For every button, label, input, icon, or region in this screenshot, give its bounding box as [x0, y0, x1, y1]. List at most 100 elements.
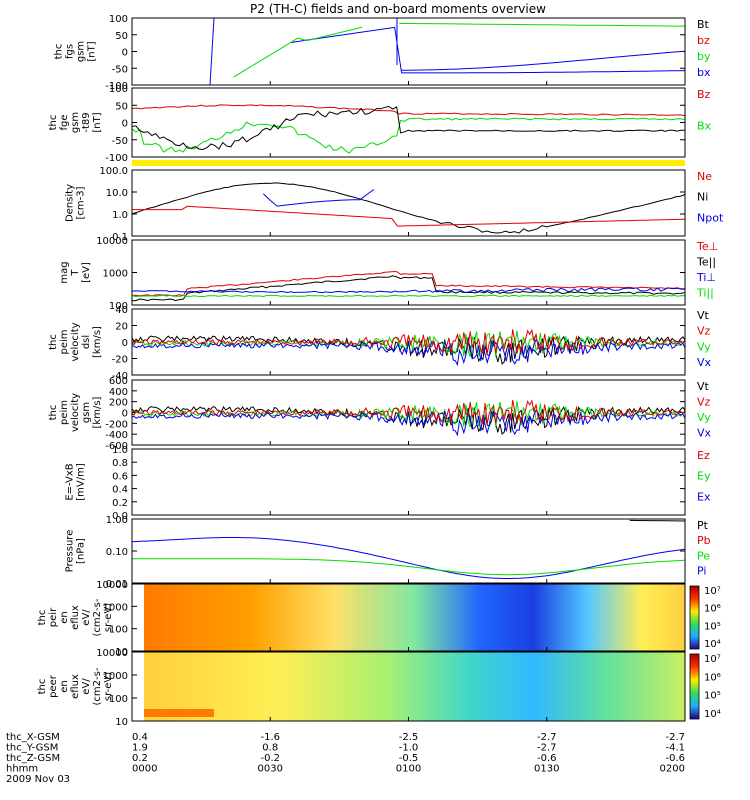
- panel-pressure: 1.00 0.10 0.01 Pressure [nPa] Pt Pb Pe Pi: [65, 515, 711, 590]
- series-Te-para: [132, 275, 686, 302]
- series-Ni: [131, 182, 686, 234]
- series-Bz: [131, 104, 686, 117]
- y-axis-label: peim: [59, 329, 70, 354]
- y-axis-label: thc: [48, 334, 59, 350]
- y-axis-label: [nPa]: [76, 538, 87, 564]
- legend-Pb: Pb: [697, 534, 711, 547]
- y-axis-label: eV/: [81, 609, 92, 626]
- y-axis-label: peir: [48, 607, 59, 627]
- y-tick-label: -200: [105, 419, 128, 430]
- y-axis-label: Pressure: [65, 530, 76, 573]
- panel-efield: 1.0 0.8 0.6 0.4 0.2 0.0 E=-VxB [mV/m] Ez Ey Ex: [65, 445, 711, 522]
- x-tick-value: 0.4: [132, 732, 148, 743]
- x-tick-value: 0200: [660, 764, 685, 775]
- y-axis-label: en: [59, 611, 70, 624]
- x-tick-value: 0000: [132, 764, 157, 775]
- series-bx: [401, 50, 686, 71]
- y-axis-label: [cm-3]: [76, 186, 87, 219]
- y-axis-label: [eV]: [81, 262, 92, 283]
- panel-frame: [131, 518, 686, 584]
- x-tick-value: 0.8: [262, 743, 278, 754]
- legend-Pe: Pe: [697, 549, 710, 562]
- y-axis-label: gsm: [81, 402, 92, 423]
- y-axis-label: en: [59, 680, 70, 693]
- y-axis-label: Density: [65, 184, 76, 222]
- y-tick-label: 0.1: [112, 232, 128, 243]
- y-tick-label: -50: [112, 136, 128, 147]
- legend-Pi: Pi: [697, 565, 706, 578]
- panel-frame: [131, 87, 686, 158]
- legend-bz: bz: [697, 34, 710, 47]
- y-axis-label: velocity: [70, 393, 81, 432]
- x-tick-value: -4.1: [665, 743, 685, 754]
- colorbar-tick: 10⁷: [704, 654, 721, 665]
- y-tick-label: 400: [109, 387, 128, 398]
- y-axis-label: eflux: [70, 674, 81, 699]
- y-axis-label: eV/: [81, 678, 92, 695]
- y-axis-label: velocity: [70, 322, 81, 361]
- y-tick-label: -100: [105, 153, 128, 164]
- x-tick-value: -0.6: [665, 753, 685, 764]
- y-tick-label: 0: [122, 48, 128, 59]
- y-axis-label: fge: [59, 114, 70, 130]
- spectrogram-peir: [144, 584, 685, 651]
- y-tick-label: -40: [112, 371, 128, 382]
- y-tick-label: 1000: [103, 269, 128, 280]
- y-axis-label: mag: [59, 261, 70, 283]
- series-by: [399, 22, 685, 27]
- y-tick-label: 100: [109, 694, 128, 705]
- y-axis-label: thc: [48, 115, 59, 131]
- series-Npot: [262, 189, 375, 207]
- legend-Ti||: Ti||: [696, 286, 714, 299]
- y-tick-label: 1000: [103, 671, 128, 682]
- legend-Ne: Ne: [697, 170, 712, 183]
- colorbar: 10⁷ 10⁶ 10⁵ 10⁴: [689, 585, 721, 650]
- panel-peim-dsl: 40 20 0 -20 -40 thc peim velocity dsl [km/s] Vt Vz V…: [48, 305, 712, 382]
- y-axis-label: T: [70, 269, 81, 277]
- colorbar-tick: 10⁶: [704, 604, 721, 615]
- series-Ti-perp: [131, 287, 686, 294]
- x-tick-value: -1.6: [260, 732, 280, 743]
- x-tick-value: -0.2: [260, 753, 280, 764]
- panel-peir: 10000 1000 100 10 thc peir en eflux eV/(cm2-s-sr…: [37, 580, 721, 658]
- legend-Vy: Vy: [697, 340, 711, 353]
- x-tick-value: -0.5: [399, 753, 419, 764]
- y-axis-label: dsl: [81, 335, 92, 349]
- y-tick-label: 10: [115, 717, 128, 728]
- legend-Vz: Vz: [697, 325, 711, 338]
- x-tick-value: -1.0: [399, 743, 419, 754]
- colorbar-tick: 10⁵: [704, 621, 721, 632]
- legend-by: by: [697, 50, 711, 63]
- series-bx: [209, 17, 215, 86]
- y-tick-label: 1000: [103, 602, 128, 613]
- y-tick-label: 0.8: [112, 458, 128, 469]
- panel-peer: 10000 1000 100 10 thc peer en eflux eV/(cm2-s-sr…: [37, 648, 721, 728]
- y-tick-label: 600: [109, 376, 128, 387]
- y-axis-label: thc: [48, 405, 59, 421]
- legend-Vz: Vz: [697, 395, 711, 408]
- legend-Vt: Vt: [697, 380, 710, 393]
- legend-Vx: Vx: [697, 356, 712, 369]
- panel-fge-gsm: 100 50 0 -50 -100 thc fge gsm -t89 [nT] Bz Bx: [48, 84, 712, 166]
- y-tick-label: 10: [115, 647, 128, 658]
- x-tick-value: 0130: [534, 764, 559, 775]
- series-Vt: [131, 405, 686, 435]
- legend-Ez: Ez: [697, 449, 710, 462]
- x-tick-value: -2.7: [537, 743, 557, 754]
- x-tick-value: -0.6: [537, 753, 557, 764]
- chart-title: P2 (TH-C) fields and on-board moments ov…: [250, 2, 546, 16]
- legend-Bt: Bt: [697, 18, 710, 31]
- y-axis-label: thc: [54, 44, 65, 60]
- y-tick-label: -100: [105, 81, 128, 92]
- y-axis-label: gsm: [76, 41, 87, 62]
- y-tick-label: 0.2: [112, 498, 128, 509]
- y-axis-label: thc: [37, 610, 48, 626]
- y-axis-label: [nT]: [92, 112, 103, 132]
- y-tick-label: 0.6: [112, 471, 128, 482]
- y-axis-label: (cm2-s-: [92, 667, 103, 705]
- colorbar-scale: [689, 653, 700, 720]
- y-tick-label: 100: [109, 14, 128, 25]
- y-tick-label: -50: [112, 64, 128, 75]
- legend-Vt: Vt: [697, 309, 710, 322]
